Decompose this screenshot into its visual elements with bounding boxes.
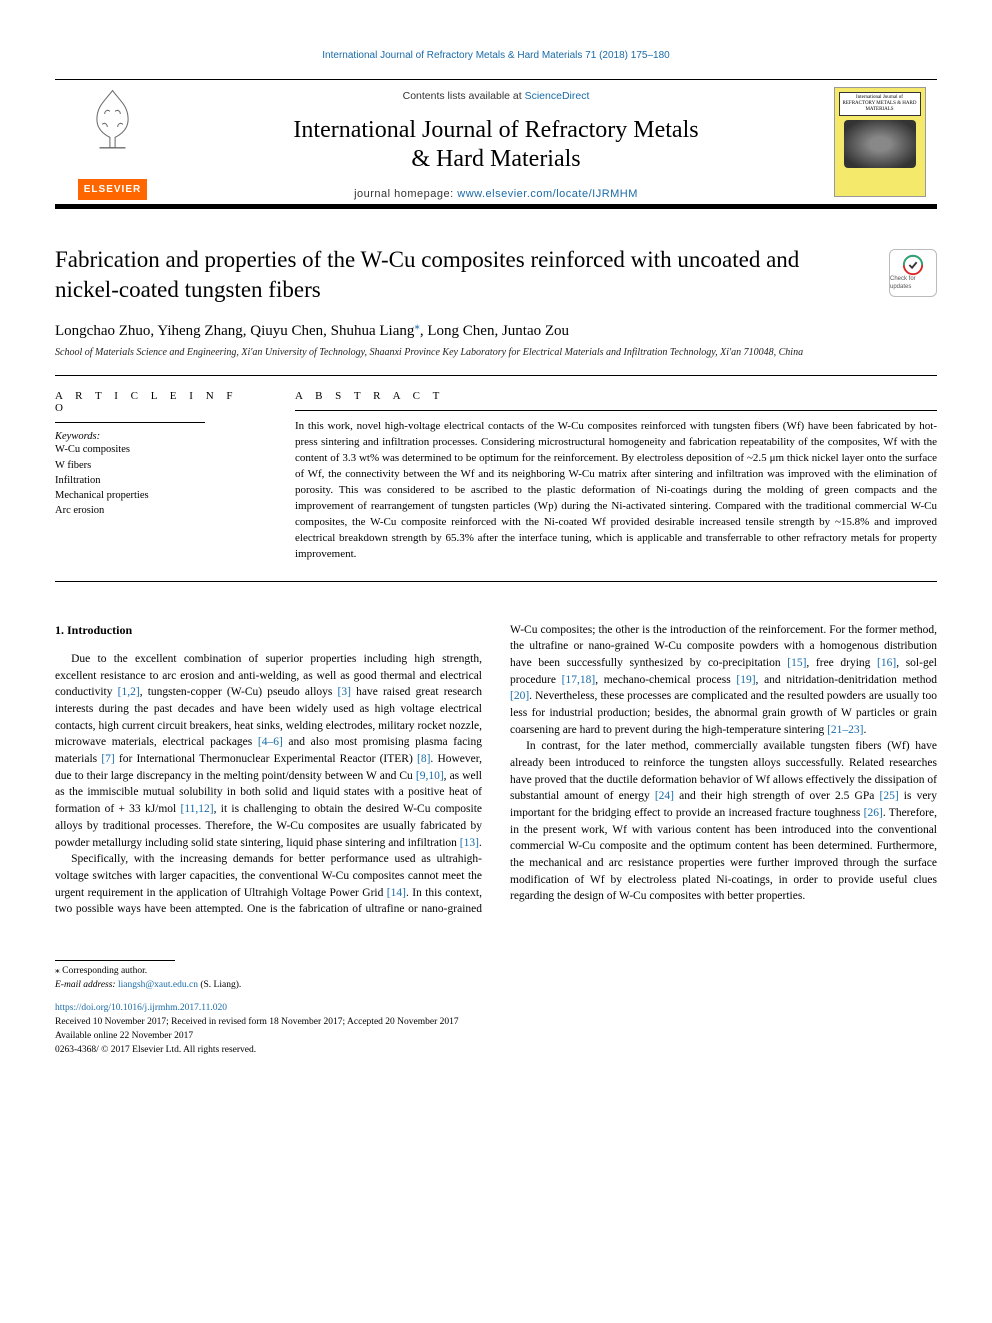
journal-homepage-line: journal homepage: www.elsevier.com/locat…: [178, 188, 814, 200]
divider: [55, 375, 937, 376]
body-text: , mechano-chemical process: [595, 674, 736, 686]
ref-link[interactable]: [21–23]: [827, 724, 863, 736]
ref-link[interactable]: [9,10]: [416, 770, 444, 782]
intro-paragraph-3: In contrast, for the later method, comme…: [510, 738, 937, 905]
keywords-list: W-Cu composites W fibers Infiltration Me…: [55, 442, 255, 518]
ref-link[interactable]: [1,2]: [118, 686, 140, 698]
ref-link[interactable]: [15]: [787, 657, 806, 669]
body-text: , and nitridation-denitridation method: [756, 674, 937, 686]
sciencedirect-link[interactable]: ScienceDirect: [525, 90, 590, 102]
section-heading-introduction: 1. Introduction: [55, 622, 482, 639]
copyright-line: 0263-4368/ © 2017 Elsevier Ltd. All righ…: [55, 1044, 937, 1058]
keyword-item: W fibers: [55, 458, 255, 473]
article-footer: ⁎ Corresponding author. E-mail address: …: [55, 960, 937, 1058]
ref-link[interactable]: [8]: [417, 753, 430, 765]
body-text: . Nevertheless, these processes are comp…: [510, 690, 937, 735]
author-list: Longchao Zhuo, Yiheng Zhang, Qiuyu Chen,…: [55, 319, 937, 340]
elsevier-wordmark: ELSEVIER: [78, 179, 147, 200]
article-history: Received 10 November 2017; Received in r…: [55, 1016, 937, 1030]
ref-link[interactable]: [3]: [338, 686, 351, 698]
body-text: , free drying: [806, 657, 877, 669]
abstract-label: A B S T R A C T: [295, 390, 937, 402]
ref-link[interactable]: [17,18]: [562, 674, 596, 686]
ref-link[interactable]: [24]: [655, 790, 674, 802]
body-text: . Therefore, in the present work, Wf wit…: [510, 807, 937, 902]
body-text: .: [864, 724, 867, 736]
crossmark-label: Check for updates: [890, 276, 936, 292]
authors-main: Longchao Zhuo, Yiheng Zhang, Qiuyu Chen,…: [55, 323, 414, 339]
journal-name: International Journal of Refractory Meta…: [178, 116, 814, 174]
ref-link[interactable]: [26]: [864, 807, 883, 819]
article-body: 1. Introduction Due to the excellent com…: [55, 622, 937, 918]
email-tail: (S. Liang).: [198, 980, 241, 990]
keyword-item: Arc erosion: [55, 503, 255, 518]
ref-link[interactable]: [7]: [101, 753, 114, 765]
ref-link[interactable]: [16]: [877, 657, 896, 669]
journal-homepage-link[interactable]: www.elsevier.com/locate/IJRMHM: [457, 188, 638, 200]
journal-name-line2: & Hard Materials: [411, 146, 580, 172]
ref-link[interactable]: [19]: [736, 674, 755, 686]
cover-image-placeholder: [844, 120, 916, 168]
body-text: .: [479, 837, 482, 849]
keywords-label: Keywords:: [55, 431, 255, 442]
crossmark-icon: [902, 254, 924, 276]
running-head: International Journal of Refractory Meta…: [55, 50, 937, 61]
ref-link[interactable]: [14]: [387, 887, 406, 899]
body-text: for International Thermonuclear Experime…: [115, 753, 417, 765]
intro-paragraph-1: Due to the excellent combination of supe…: [55, 651, 482, 851]
contents-available-line: Contents lists available at ScienceDirec…: [178, 90, 814, 102]
publisher-block: ELSEVIER: [55, 80, 170, 204]
keyword-item: Mechanical properties: [55, 488, 255, 503]
article-title: Fabrication and properties of the W-Cu c…: [55, 245, 937, 305]
cover-title-text: International Journal of REFRACTORY META…: [839, 92, 921, 116]
contents-pre: Contents lists available at: [403, 90, 525, 102]
email-line: E-mail address: liangsh@xaut.edu.cn (S. …: [55, 979, 937, 993]
keyword-item: Infiltration: [55, 473, 255, 488]
journal-masthead: ELSEVIER Contents lists available at Sci…: [55, 79, 937, 209]
authors-tail: , Long Chen, Juntao Zou: [420, 323, 569, 339]
divider: [55, 581, 937, 582]
available-online: Available online 22 November 2017: [55, 1030, 937, 1044]
journal-cover-thumbnail: International Journal of REFRACTORY META…: [834, 87, 926, 197]
article-title-text: Fabrication and properties of the W-Cu c…: [55, 247, 799, 302]
ref-link[interactable]: [11,12]: [181, 803, 214, 815]
keyword-item: W-Cu composites: [55, 442, 255, 457]
thin-divider: [55, 422, 205, 423]
author-affiliation: School of Materials Science and Engineer…: [55, 346, 937, 360]
ref-link[interactable]: [13]: [460, 837, 479, 849]
ref-link[interactable]: [20]: [510, 690, 529, 702]
corresponding-author-note: ⁎ Corresponding author.: [55, 965, 937, 979]
article-info-label: A R T I C L E I N F O: [55, 390, 255, 414]
ref-link[interactable]: [4–6]: [258, 736, 283, 748]
crossmark-badge[interactable]: Check for updates: [889, 249, 937, 297]
doi-link[interactable]: https://doi.org/10.1016/j.ijrmhm.2017.11…: [55, 1003, 227, 1013]
body-text: , tungsten-copper (W-Cu) pseudo alloys: [140, 686, 338, 698]
ref-link[interactable]: [25]: [879, 790, 898, 802]
corresponding-email-link[interactable]: liangsh@xaut.edu.cn: [118, 980, 198, 990]
abstract-text: In this work, novel high-voltage electri…: [295, 419, 937, 562]
footnote-divider: [55, 960, 175, 961]
email-label: E-mail address:: [55, 980, 118, 990]
journal-name-line1: International Journal of Refractory Meta…: [293, 117, 698, 143]
homepage-pre: journal homepage:: [354, 188, 457, 200]
body-text: and their high strength of over 2.5 GPa: [674, 790, 879, 802]
elsevier-tree-icon: [85, 88, 140, 153]
thin-divider: [295, 410, 937, 411]
